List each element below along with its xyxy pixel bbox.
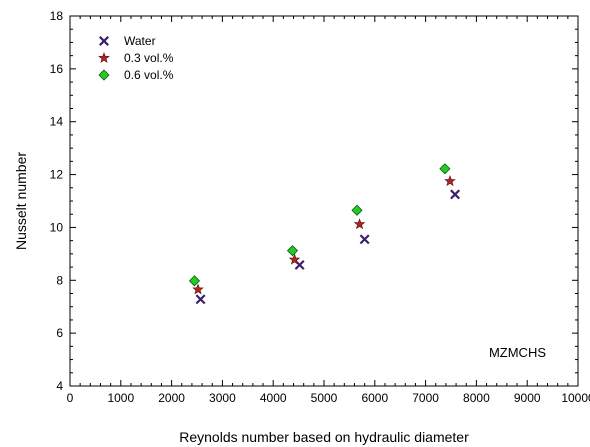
- x-tick-label: 8000: [463, 391, 490, 405]
- legend-marker: [99, 36, 109, 46]
- annotation-label: MZMCHS: [489, 345, 546, 360]
- data-point: [353, 218, 366, 230]
- x-axis-label: Reynolds number based on hydraulic diame…: [179, 429, 469, 445]
- y-tick-label: 4: [56, 379, 63, 393]
- y-axis-label: Nusselt number: [13, 152, 29, 250]
- legend-label: 0.3 vol.%: [124, 51, 174, 65]
- y-tick-label: 8: [56, 273, 63, 287]
- series-1: [192, 175, 456, 295]
- x-tick-label: 3000: [209, 391, 236, 405]
- series-2: [188, 163, 451, 287]
- x-tick-label: 5000: [311, 391, 338, 405]
- data-marks: [188, 163, 461, 305]
- x-tick-label: 1000: [107, 391, 134, 405]
- y-tick-label: 14: [50, 115, 64, 129]
- series-0: [195, 189, 461, 305]
- x-tick-label: 10000: [561, 391, 590, 405]
- legend-marker: [98, 51, 110, 63]
- data-point: [450, 189, 461, 200]
- data-point: [192, 283, 204, 295]
- legend-label: 0.6 vol.%: [124, 68, 174, 82]
- data-point: [288, 253, 301, 265]
- x-tick-label: 7000: [412, 391, 439, 405]
- y-tick-label: 10: [50, 220, 64, 234]
- plot-area: [69, 15, 579, 387]
- x-tick-label: 2000: [158, 391, 185, 405]
- data-point: [286, 245, 299, 257]
- data-point: [351, 204, 363, 216]
- data-point: [188, 275, 201, 287]
- data-point: [195, 294, 206, 305]
- data-point: [439, 163, 451, 175]
- x-tick-label: 4000: [260, 391, 287, 405]
- x-tick-label: 9000: [514, 391, 541, 405]
- y-tick-label: 12: [50, 168, 64, 182]
- legend-marker: [98, 69, 110, 81]
- y-tick-label: 16: [50, 62, 64, 76]
- axis-ticks: [69, 15, 579, 387]
- data-point: [359, 234, 370, 245]
- x-tick-label: 6000: [361, 391, 388, 405]
- y-tick-label: 6: [56, 326, 63, 340]
- x-tick-label: 0: [67, 391, 74, 405]
- data-point: [444, 175, 456, 187]
- tick-labels: 0 1000 2000 3000 4000 5000 6000 7000 8000 9000 100…: [50, 9, 590, 405]
- legend: Water 0.3 vol.% 0.6 vol.%: [98, 34, 174, 82]
- legend-label: Water: [124, 34, 156, 48]
- y-tick-label: 18: [50, 9, 64, 23]
